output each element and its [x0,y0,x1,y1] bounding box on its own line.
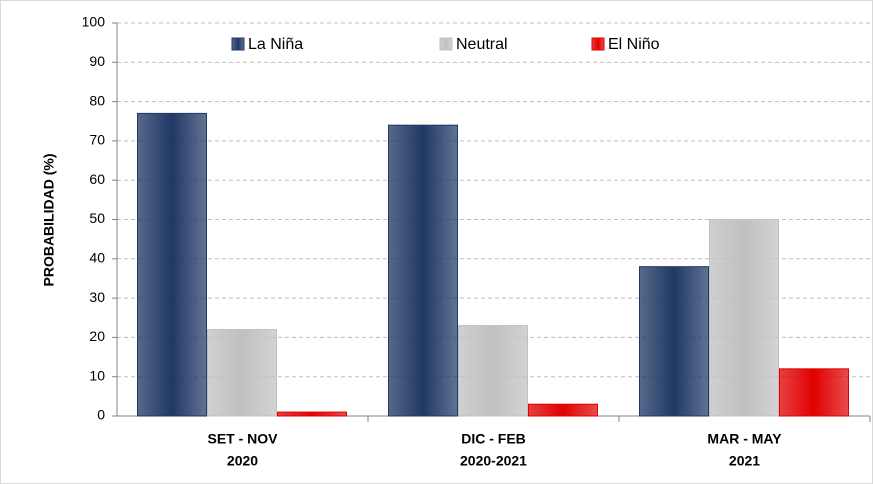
y-tick-label: 30 [89,289,105,305]
y-tick-label: 10 [89,367,105,383]
legend-swatch [591,37,605,51]
bar [709,219,779,417]
legend-swatch [439,37,453,51]
x-tick-label: 2020 [227,453,258,469]
bar [458,325,528,417]
legend-label: El Niño [608,36,660,53]
bar [779,368,849,417]
bar [137,112,207,417]
y-tick-label: 80 [89,92,105,108]
bar [277,411,347,417]
y-tick-label: 50 [89,210,105,226]
y-tick-label: 0 [97,407,105,423]
bar [207,329,277,417]
x-tick-label: 2020-2021 [460,453,527,469]
x-tick-label: 2021 [729,453,760,469]
y-tick-label: 90 [89,53,105,69]
x-tick-label: DIC - FEB [461,431,526,447]
y-tick-label: 20 [89,328,105,344]
bar [639,266,709,417]
x-tick-label: SET - NOV [207,431,278,447]
y-tick-label: 40 [89,250,105,266]
y-tick-label: 70 [89,132,105,148]
y-tick-label: 60 [89,171,105,187]
legend-swatch [231,37,245,51]
y-tick-label: 100 [82,14,106,30]
bar [528,403,598,417]
y-axis-label: PROBABILIDAD (%) [41,154,57,287]
legend-label: La Niña [248,36,303,53]
legend-label: Neutral [456,36,508,53]
bar [388,124,458,417]
x-tick-label: MAR - MAY [707,431,782,447]
